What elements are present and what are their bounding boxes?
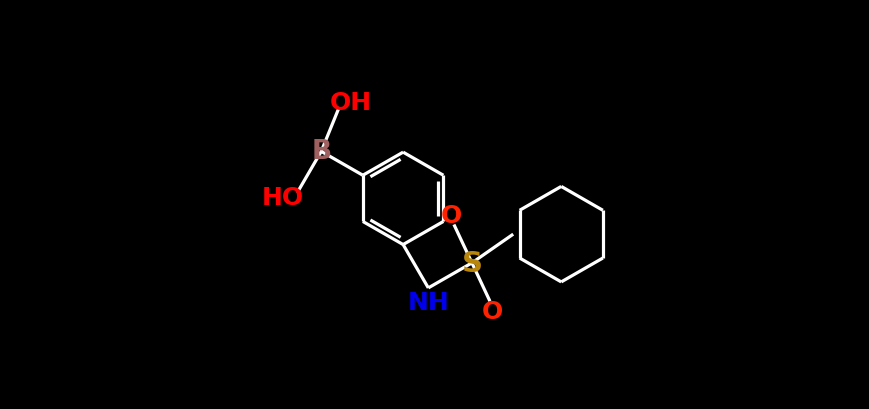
Text: NH: NH — [408, 290, 449, 314]
Text: S: S — [461, 249, 482, 277]
Text: OH: OH — [330, 90, 372, 115]
Text: B: B — [311, 139, 331, 165]
Text: O: O — [441, 204, 462, 228]
Text: HO: HO — [262, 185, 304, 209]
Text: O: O — [481, 299, 503, 324]
